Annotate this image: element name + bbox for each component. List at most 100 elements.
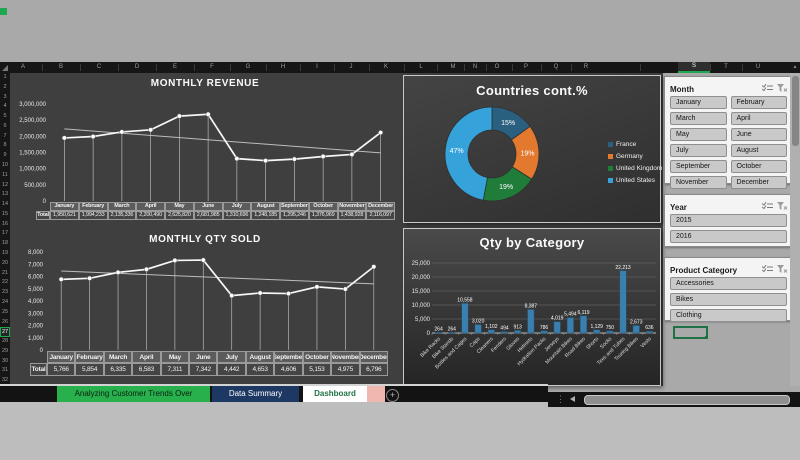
tab-analyzing-customer-trends-over[interactable]: Analyzing Customer Trends Over — [57, 386, 210, 402]
column-headers[interactable]: A B C D E F G H I J K L M N O P Q R S T U — [0, 62, 790, 73]
column-header-N[interactable]: N — [472, 64, 478, 70]
column-header-D[interactable]: D — [134, 64, 140, 70]
row-header-27[interactable]: 27 — [0, 327, 10, 338]
clear-filter-icon[interactable] — [777, 80, 788, 92]
row-header-15[interactable]: 15 — [1, 210, 9, 217]
row-header-17[interactable]: 17 — [1, 230, 9, 237]
slicer-item-march[interactable]: March — [670, 112, 727, 125]
column-header-R[interactable]: R — [583, 64, 589, 70]
row-header-21[interactable]: 21 — [1, 269, 9, 276]
column-header-G[interactable]: G — [245, 64, 251, 70]
row-header-29[interactable]: 29 — [1, 347, 9, 354]
column-header-O[interactable]: O — [494, 64, 500, 70]
tab-dashboard[interactable]: Dashboard — [303, 386, 367, 402]
slicer-item-may[interactable]: May — [670, 128, 727, 141]
slicer-item-clothing[interactable]: Clothing — [670, 309, 787, 322]
vertical-scrollbar[interactable]: ▲ — [790, 62, 800, 386]
chart-countries-contribution[interactable]: Countries cont.% 15% 19% 19% 47% France Germ… — [403, 75, 662, 223]
slicer-item-2015[interactable]: 2015 — [670, 214, 787, 227]
row-header-7[interactable]: 7 — [3, 132, 7, 139]
slicer-item-february[interactable]: February — [730, 96, 787, 109]
total-value-december: 6,796 — [359, 363, 388, 376]
row-header-8[interactable]: 8 — [3, 142, 7, 149]
multi-select-icon[interactable] — [761, 80, 773, 92]
vertical-scrollbar-thumb[interactable] — [791, 76, 799, 146]
slicer-item-november[interactable]: November — [670, 176, 727, 189]
svg-text:8,000: 8,000 — [28, 250, 44, 256]
slicer-item-december[interactable]: December — [730, 176, 787, 189]
column-header-E[interactable]: E — [172, 64, 178, 70]
row-header-26[interactable]: 26 — [1, 318, 9, 325]
chart-qty-by-category[interactable]: Qty by Category 25,000 20,000 15,000 10,000… — [403, 228, 661, 386]
slicer-item-accessories[interactable]: Accessories — [670, 277, 787, 290]
clear-filter-icon[interactable] — [777, 198, 788, 210]
column-header-J[interactable]: J — [349, 64, 353, 70]
slicer-item-june[interactable]: June — [730, 128, 787, 141]
row-header-4[interactable]: 4 — [3, 103, 7, 110]
row-header-12[interactable]: 12 — [1, 181, 9, 188]
row-header-23[interactable]: 23 — [1, 289, 9, 296]
row-header-31[interactable]: 31 — [1, 367, 9, 374]
scroll-up-arrow-icon[interactable]: ▲ — [790, 62, 800, 73]
row-header-3[interactable]: 3 — [3, 93, 7, 100]
chart-monthly-revenue[interactable]: MONTHLY REVENUE 3,000,000 2,500,000 2,000,… — [12, 75, 398, 223]
slicer-item-april[interactable]: April — [730, 112, 787, 125]
select-all-corner[interactable] — [2, 65, 8, 71]
row-header-10[interactable]: 10 — [1, 162, 9, 169]
row-header-20[interactable]: 20 — [1, 259, 9, 266]
column-header-U[interactable]: U — [755, 64, 761, 70]
row-header-24[interactable]: 24 — [1, 298, 9, 305]
row-header-6[interactable]: 6 — [3, 122, 7, 129]
row-header-22[interactable]: 22 — [1, 279, 9, 286]
row-header-19[interactable]: 19 — [1, 250, 9, 257]
new-sheet-button[interactable]: + — [386, 389, 399, 402]
column-header-B[interactable]: B — [58, 64, 64, 70]
clear-filter-icon[interactable] — [777, 261, 788, 273]
chart-monthly-qty-sold[interactable]: MONTHLY QTY SOLD 8,000 7,000 6,000 5,000 4,0… — [12, 228, 398, 384]
row-header-18[interactable]: 18 — [1, 240, 9, 247]
row-header-2[interactable]: 2 — [3, 83, 7, 90]
row-header-16[interactable]: 16 — [1, 220, 9, 227]
scrollbar-grip-icon[interactable]: ⋮ — [556, 394, 565, 404]
column-header-C[interactable]: C — [96, 64, 102, 70]
row-header-30[interactable]: 30 — [1, 357, 9, 364]
horizontal-scrollbar[interactable]: ⋮ — [548, 392, 800, 407]
slicer-item-october[interactable]: October — [730, 160, 787, 173]
column-header-F[interactable]: F — [210, 64, 214, 70]
column-header-L[interactable]: L — [419, 64, 423, 70]
column-header-P[interactable]: P — [523, 64, 529, 70]
svg-text:Fenders: Fenders — [490, 336, 508, 354]
row-header-11[interactable]: 11 — [2, 171, 8, 178]
row-header-28[interactable]: 28 — [1, 338, 9, 345]
row-header-5[interactable]: 5 — [3, 113, 7, 120]
total-value-september: 1,295,246 — [280, 210, 309, 220]
tab-data-summary[interactable]: Data Summary — [212, 386, 299, 402]
slicer-item-august[interactable]: August — [730, 144, 787, 157]
row-header-14[interactable]: 14 — [1, 201, 9, 208]
horizontal-scrollbar-thumb[interactable] — [584, 395, 790, 405]
column-header-K[interactable]: K — [383, 64, 389, 70]
active-cell[interactable] — [673, 326, 708, 339]
multi-select-icon[interactable] — [761, 198, 773, 210]
column-header-A[interactable]: A — [20, 64, 26, 70]
column-header-H[interactable]: H — [280, 64, 286, 70]
scroll-left-arrow-icon[interactable] — [570, 396, 575, 402]
multi-select-icon[interactable] — [761, 261, 773, 273]
slicer-item-september[interactable]: September — [670, 160, 727, 173]
slicer-item-july[interactable]: July — [670, 144, 727, 157]
row-header-32[interactable]: 32 — [1, 377, 9, 384]
total-value-april: 2,200,490 — [136, 210, 165, 220]
row-header-1[interactable]: 1 — [3, 74, 7, 80]
column-header-Q[interactable]: Q — [553, 64, 559, 70]
row-header-25[interactable]: 25 — [1, 308, 9, 315]
slicer-item-bikes[interactable]: Bikes — [670, 293, 787, 306]
row-header-9[interactable]: 9 — [3, 152, 7, 159]
row-headers[interactable]: 1 2 3 4 5 6 7 8 9 10 11 12 13 14 15 16 17 18 19 20 21 22 23 24 2… — [0, 73, 10, 386]
column-header-T[interactable]: T — [724, 64, 728, 70]
row-header-13[interactable]: 13 — [1, 191, 9, 198]
slicer-item-2016[interactable]: 2016 — [670, 230, 787, 243]
slicer-item-january[interactable]: January — [670, 96, 727, 109]
column-header-S[interactable]: S — [678, 62, 710, 73]
column-header-M[interactable]: M — [450, 64, 456, 70]
column-header-I[interactable]: I — [316, 64, 318, 70]
